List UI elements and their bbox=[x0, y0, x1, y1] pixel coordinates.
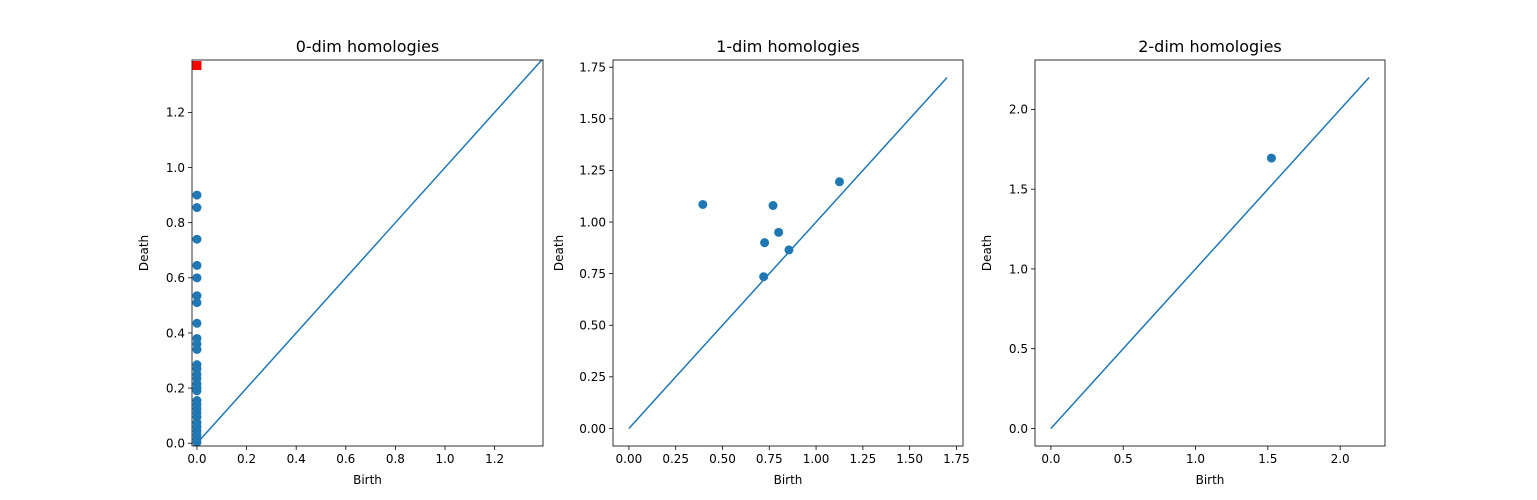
y-tick-label: 0.5 bbox=[1009, 342, 1028, 356]
x-tick-label: 1.0 bbox=[435, 452, 454, 466]
infinite-point bbox=[192, 61, 202, 71]
x-tick-label: 1.25 bbox=[850, 452, 877, 466]
persistence-point bbox=[698, 199, 708, 209]
y-tick-label: 0.4 bbox=[166, 326, 185, 340]
y-tick-label: 1.0 bbox=[166, 161, 185, 175]
chart-panel-2: 0.0 0.5 1.0 1.5 2.0 0.0 0.5 1.0 1.5 2.0 2-dim homo… bbox=[980, 37, 1386, 487]
x-tick-label: 0.8 bbox=[386, 452, 405, 466]
persistence-point bbox=[1266, 153, 1276, 163]
persistence-point bbox=[759, 272, 769, 282]
y-tick-label: 0.50 bbox=[579, 319, 606, 333]
y-tick-label: 1.2 bbox=[166, 106, 185, 120]
y-tick-label: 0.2 bbox=[166, 381, 185, 395]
chart-title: 2-dim homologies bbox=[1138, 37, 1282, 56]
y-tick-label: 0.0 bbox=[166, 437, 185, 451]
x-tick-label: 1.2 bbox=[485, 452, 504, 466]
persistence-point bbox=[192, 234, 202, 244]
axes-frame bbox=[612, 59, 964, 447]
y-tick-label: 0.0 bbox=[1009, 422, 1028, 436]
persistence-point bbox=[192, 298, 202, 308]
y-tick-label: 0.25 bbox=[579, 370, 606, 384]
y-axis-label: Death bbox=[980, 235, 994, 271]
x-tick-label: 0.25 bbox=[662, 452, 689, 466]
chart-panel-0: 0.0 0.2 0.4 0.6 0.8 1.0 1.2 0.0 0.2 0.4 0.6 0.8 1.0 1… bbox=[137, 37, 544, 487]
x-axis-label: Birth bbox=[1196, 473, 1225, 487]
x-tick-label: 1.75 bbox=[943, 452, 970, 466]
x-tick-label: 0.4 bbox=[287, 452, 306, 466]
y-tick-label: 1.5 bbox=[1009, 182, 1028, 196]
plot-area bbox=[628, 77, 948, 429]
x-tick-label: 1.50 bbox=[896, 452, 923, 466]
y-tick-label: 1.50 bbox=[579, 112, 606, 126]
chart-panel-1: 0.00 0.25 0.50 0.75 1.00 1.25 1.50 1.75 0.00 0.25… bbox=[552, 37, 970, 487]
y-axis-label: Death bbox=[137, 235, 151, 271]
persistence-point bbox=[192, 203, 202, 213]
persistence-point bbox=[192, 437, 202, 446]
persistence-point bbox=[774, 227, 784, 237]
y-tick-label: 1.0 bbox=[1009, 262, 1028, 276]
diagonal-line bbox=[1050, 77, 1370, 429]
x-tick-label: 0.00 bbox=[616, 452, 643, 466]
y-tick-label: 0.6 bbox=[166, 271, 185, 285]
y-tick-label: 0.00 bbox=[579, 422, 606, 436]
plot-area bbox=[192, 60, 543, 446]
axes-frame bbox=[1034, 59, 1386, 447]
persistence-point bbox=[192, 190, 202, 200]
x-tick-label: 0.0 bbox=[1041, 452, 1060, 466]
y-tick-label: 1.75 bbox=[579, 61, 606, 75]
persistence-point bbox=[192, 273, 202, 283]
persistence-point bbox=[784, 245, 794, 255]
y-tick-label: 0.75 bbox=[579, 267, 606, 281]
axes-frame bbox=[191, 59, 544, 447]
x-tick-label: 0.5 bbox=[1114, 452, 1133, 466]
x-axis-label: Birth bbox=[774, 473, 803, 487]
x-tick-label: 0.2 bbox=[237, 452, 256, 466]
y-tick-label: 2.0 bbox=[1009, 103, 1028, 117]
persistence-point bbox=[192, 345, 202, 354]
x-tick-label: 2.0 bbox=[1331, 452, 1350, 466]
persistence-point bbox=[768, 201, 778, 211]
persistence-point bbox=[192, 386, 202, 396]
y-tick-label: 0.8 bbox=[166, 216, 185, 230]
diagonal-line bbox=[196, 60, 543, 444]
x-tick-label: 0.6 bbox=[336, 452, 355, 466]
persistence-point bbox=[192, 260, 202, 270]
x-tick-label: 1.00 bbox=[803, 452, 830, 466]
persistence-point bbox=[192, 318, 202, 328]
y-axis-label: Death bbox=[552, 235, 566, 271]
chart-title: 1-dim homologies bbox=[716, 37, 860, 56]
y-tick-label: 1.25 bbox=[579, 164, 606, 178]
persistence-point bbox=[834, 177, 844, 187]
x-tick-label: 0.75 bbox=[756, 452, 783, 466]
x-tick-label: 1.0 bbox=[1186, 452, 1205, 466]
x-tick-label: 1.5 bbox=[1258, 452, 1277, 466]
persistence-point bbox=[760, 238, 770, 248]
persistence-point bbox=[192, 291, 202, 301]
x-axis-label: Birth bbox=[353, 473, 382, 487]
x-tick-label: 0.0 bbox=[187, 452, 206, 466]
plot-area bbox=[1050, 77, 1370, 429]
chart-title: 0-dim homologies bbox=[296, 37, 440, 56]
y-tick-label: 1.00 bbox=[579, 215, 606, 229]
x-tick-label: 0.50 bbox=[709, 452, 736, 466]
